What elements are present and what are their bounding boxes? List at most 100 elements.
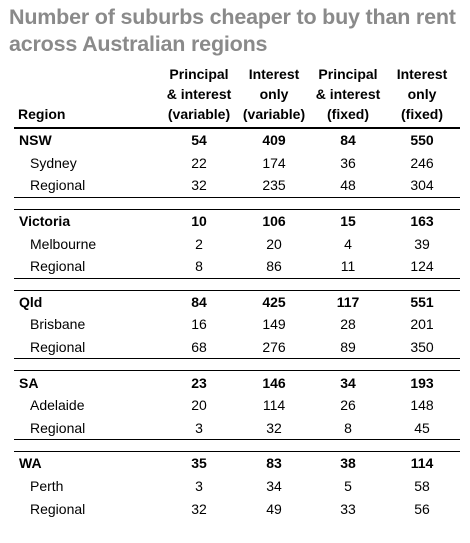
cell: 148 — [410, 397, 434, 414]
header-line: (variable) — [167, 106, 231, 122]
cell: 32 — [191, 177, 207, 194]
regional-row: Regional 8 86 11 124 — [14, 255, 460, 279]
cell: 20 — [266, 235, 282, 252]
group-spacer — [14, 440, 460, 452]
cell: 15 — [340, 213, 356, 230]
region-name: Regional — [30, 177, 86, 194]
state-name: WA — [19, 455, 42, 472]
cell: 124 — [410, 258, 434, 275]
state-row-victoria: Victoria 10 106 15 163 — [14, 209, 460, 232]
cell: 16 — [191, 316, 207, 333]
column-header-region: Region — [18, 106, 66, 122]
cell: 23 — [191, 374, 207, 391]
cell: 174 — [262, 154, 286, 171]
header-line: Principal — [169, 66, 229, 82]
cell: 114 — [262, 397, 286, 414]
header-line: & interest — [166, 86, 232, 102]
cell: 4 — [344, 235, 352, 252]
region-name: Sydney — [30, 154, 77, 171]
data-table: Region Principal & interest (variable) I… — [14, 64, 460, 520]
cell: 84 — [340, 132, 356, 149]
header-line: (fixed) — [327, 106, 369, 122]
table-body: NSW 5 4 409 84 550 Sydney 22 174 36 246 R… — [14, 128, 460, 520]
regional-row: Regional 32 235 48 304 — [14, 174, 460, 198]
cell: 201 — [410, 316, 434, 333]
cell: 28 — [340, 316, 356, 333]
cell: 58 — [414, 478, 430, 495]
header-line: (variable) — [242, 106, 306, 122]
region-name: Regional — [30, 258, 86, 275]
city-row: Melbourne 2 20 4 39 — [14, 232, 460, 255]
cell: 34 — [266, 478, 282, 495]
cell: 11 — [340, 258, 356, 275]
cell: 114 — [410, 455, 434, 472]
cell: 39 — [414, 235, 430, 252]
cell: 32 — [266, 419, 282, 436]
column-header-pi-fixed: Principal & interest (fixed) — [312, 64, 384, 128]
group-spacer — [14, 359, 460, 371]
cell: 45 — [414, 419, 430, 436]
cell: 304 — [410, 177, 434, 194]
cell: 10 — [191, 213, 207, 230]
region-name: Regional — [30, 339, 86, 356]
cell: 33 — [340, 500, 356, 517]
city-row: Adelaide 20 114 26 148 — [14, 394, 460, 417]
cell: 2 — [195, 235, 203, 252]
region-name: Perth — [30, 478, 64, 495]
cell: 409 — [262, 132, 286, 149]
cell: 68 — [191, 339, 207, 356]
cell: 34 — [340, 374, 356, 391]
header-line: Interest — [248, 66, 300, 82]
regional-row: Regional 68 276 89 350 — [14, 336, 460, 359]
cell: 550 — [410, 132, 434, 149]
state-name: Qld — [19, 293, 43, 310]
region-name: Regional — [30, 500, 86, 517]
cell: 49 — [266, 500, 282, 517]
cell: 8 — [195, 258, 203, 275]
header-line: Principal — [318, 66, 378, 82]
group-spacer — [14, 197, 460, 209]
state-name: NSW — [19, 132, 52, 149]
cell: 36 — [340, 154, 356, 171]
city-row: Sydney 22 174 36 246 — [14, 152, 460, 175]
cell: 56 — [414, 500, 430, 517]
column-header-io-variable: Interest only (variable) — [236, 64, 312, 128]
cell: 35 — [191, 455, 207, 472]
region-name: Melbourne — [30, 235, 97, 252]
header-line: only — [259, 86, 289, 102]
cell: 83 — [266, 455, 282, 472]
cell: 5 — [344, 478, 352, 495]
header-line: Interest — [396, 66, 448, 82]
cell: 350 — [410, 339, 434, 356]
page-title: Number of suburbs cheaper to buy than re… — [9, 5, 456, 56]
cell: 32 — [191, 500, 207, 517]
cell: 86 — [266, 258, 282, 275]
region-name: Regional — [30, 419, 86, 436]
cell: 146 — [262, 374, 286, 391]
regional-row: Regional 32 49 33 56 — [14, 497, 460, 520]
region-name: Adelaide — [30, 397, 85, 414]
cell: 425 — [262, 293, 286, 310]
cell: 89 — [340, 339, 356, 356]
regional-row: Regional 3 32 8 45 — [14, 417, 460, 440]
state-name: Victoria — [19, 213, 71, 230]
header-line: (fixed) — [401, 106, 443, 122]
cell: 149 — [262, 316, 286, 333]
cell: 48 — [340, 177, 356, 194]
cell: 117 — [336, 293, 360, 310]
cell: 193 — [410, 374, 434, 391]
city-row: Perth 3 34 5 58 — [14, 475, 460, 498]
region-name: Brisbane — [30, 316, 86, 333]
cell: 38 — [340, 455, 356, 472]
header-row: Region Principal & interest (variable) I… — [14, 64, 460, 128]
cell: 84 — [191, 293, 207, 310]
cell: 20 — [191, 397, 207, 414]
cell: 246 — [410, 154, 434, 171]
cell: 235 — [262, 177, 286, 194]
group-spacer — [14, 278, 460, 290]
cell: 163 — [410, 213, 434, 230]
cell: 3 — [195, 419, 203, 436]
state-name: SA — [19, 374, 39, 391]
city-row: Brisbane 16 149 28 201 — [14, 313, 460, 336]
